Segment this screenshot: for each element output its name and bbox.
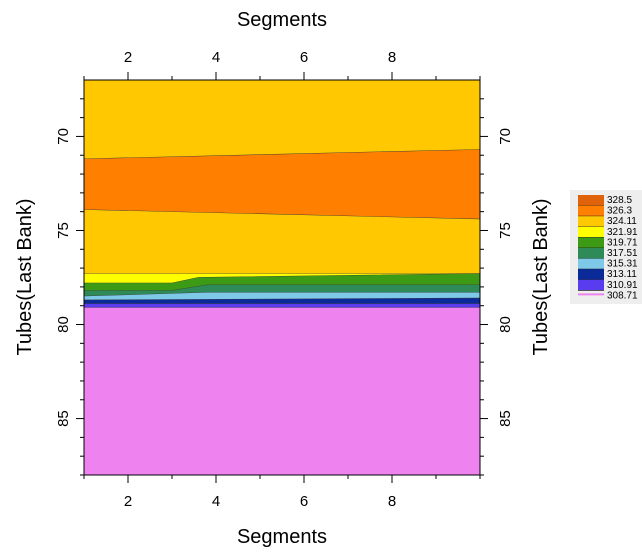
legend-swatch [578, 237, 604, 248]
legend-swatch [578, 269, 604, 280]
y-tick-label-right: 75 [497, 222, 514, 239]
contour-band [84, 80, 480, 159]
x-tick-label-top: 6 [300, 49, 308, 66]
legend: 328.5326.3324.11321.91319.71317.51315.31… [570, 190, 642, 304]
y-tick-label-right: 70 [497, 128, 514, 145]
y-tick-label-right: 85 [497, 410, 514, 427]
y-axis-title-left: Tubes(Last Bank) [14, 198, 36, 355]
y-axis-title-right: Tubes(Last Bank) [530, 198, 552, 355]
legend-label: 328.5 [607, 195, 632, 206]
contour-bands [83, 80, 481, 475]
contour-band [84, 303, 480, 308]
y-tick-label-left: 75 [55, 222, 72, 239]
contour-band [84, 149, 480, 220]
x-tick-label-top: 2 [124, 49, 132, 66]
legend-label: 321.91 [607, 227, 638, 238]
y-tick-labels: 70 70 75 75 80 80 85 85 [55, 128, 514, 427]
y-tick-label-left: 70 [55, 128, 72, 145]
x-axis-title-top: Segments [237, 9, 327, 31]
y-tick-label-right: 80 [497, 316, 514, 333]
contour-band [84, 209, 480, 274]
contour-band [84, 307, 480, 475]
legend-label: 310.91 [607, 280, 638, 291]
x-tick-label-bottom: 2 [124, 493, 132, 510]
x-tick-label-bottom: 6 [300, 493, 308, 510]
legend-swatch [578, 258, 604, 270]
x-tick-label-bottom: 4 [212, 493, 220, 510]
legend-swatch [578, 205, 604, 217]
legend-swatch [578, 248, 604, 259]
legend-label: 324.11 [607, 216, 637, 227]
legend-label: 319.71 [607, 237, 638, 248]
legend-swatch [578, 216, 604, 227]
x-tick-labels: 2 2 4 4 6 6 8 8 [124, 49, 396, 510]
legend-label: 326.3 [607, 206, 632, 217]
contour-band [84, 292, 480, 301]
x-tick-label-bottom: 8 [388, 493, 396, 510]
contour-band [84, 298, 480, 304]
x-tick-label-top: 8 [388, 49, 396, 66]
legend-swatch [578, 226, 604, 238]
legend-label: 317.51 [607, 248, 638, 259]
x-axis-title-bottom: Segments [237, 526, 327, 548]
x-tick-label-top: 4 [212, 49, 220, 66]
contour-band [84, 273, 480, 291]
axis-ticks [76, 72, 488, 483]
legend-swatch [578, 195, 604, 206]
legend-swatch [578, 279, 604, 291]
y-tick-label-left: 80 [55, 316, 72, 333]
contour-band [84, 285, 480, 297]
legend-items: 328.5326.3324.11321.91319.71317.51315.31… [578, 195, 638, 301]
legend-label: 315.31 [607, 259, 638, 270]
plot-frame [83, 79, 481, 476]
legend-label: 308.71 [607, 290, 638, 301]
legend-label: 313.11 [607, 269, 637, 280]
y-tick-label-left: 85 [55, 410, 72, 427]
